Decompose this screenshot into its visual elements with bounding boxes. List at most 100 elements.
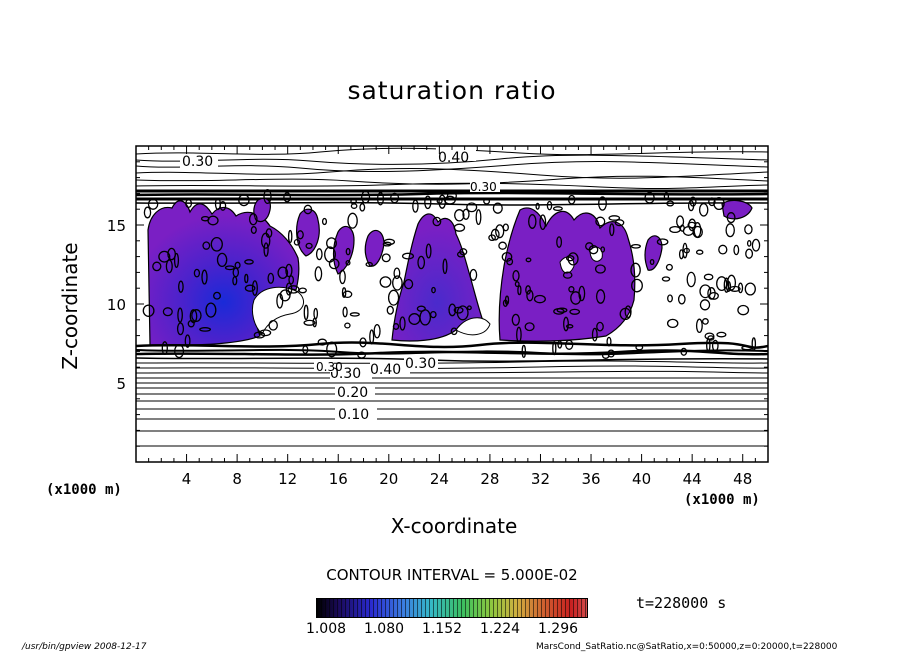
noise-contour: [442, 258, 448, 275]
noise-contour: [556, 236, 563, 248]
noise-contour: [708, 197, 716, 207]
contour-label: 0.10: [338, 407, 369, 423]
contour-label: 0.20: [337, 385, 368, 401]
noise-contour: [373, 323, 381, 339]
noise-contour: [250, 226, 257, 234]
noise-contour: [614, 219, 625, 227]
noise-contour: [644, 192, 655, 204]
noise-contour: [339, 269, 346, 285]
noise-contour: [570, 291, 582, 305]
noise-contour: [504, 295, 510, 305]
noise-contour: [562, 271, 573, 279]
noise-contour: [669, 225, 681, 234]
noise-contour: [595, 216, 606, 227]
chart-title: saturation ratio: [347, 76, 557, 105]
noise-contour: [177, 307, 183, 323]
noise-contour: [466, 202, 478, 213]
noise-contour: [361, 190, 371, 204]
noise-contour: [342, 306, 348, 318]
noise-contour: [303, 319, 316, 326]
noise-contour: [313, 307, 319, 320]
noise-contour: [386, 305, 394, 315]
noise-contour: [701, 318, 709, 325]
noise-contour: [412, 199, 419, 213]
noise-contour: [552, 206, 563, 212]
noise-contour: [279, 289, 291, 302]
noise-contour: [387, 289, 400, 306]
noise-contour: [483, 198, 491, 205]
noise-contour: [596, 321, 604, 332]
y-tick-labels: 5 10 15: [107, 217, 126, 393]
noise-contour: [344, 322, 351, 329]
noise-contour: [392, 323, 400, 330]
noise-contour: [630, 243, 641, 249]
x-tick-label: 16: [329, 470, 348, 488]
noise-contour: [525, 257, 532, 263]
noise-contour: [173, 252, 180, 268]
axis-ticks: [135, 145, 769, 463]
cloud-region-3: [498, 207, 636, 342]
noise-contour: [305, 242, 313, 250]
noise-contour: [298, 287, 307, 294]
noise-contour: [535, 202, 540, 210]
noise-contour: [708, 291, 719, 300]
noise-contour: [695, 249, 704, 255]
noise-contour: [661, 276, 671, 282]
noise-contour: [244, 259, 254, 265]
noise-contour: [315, 248, 323, 261]
noise-contour: [238, 193, 250, 207]
cloud-base-band: [136, 341, 768, 363]
noise-contour: [417, 255, 426, 270]
y-tick-label: 5: [116, 375, 126, 393]
noise-contour: [594, 264, 606, 274]
noise-contour: [260, 232, 271, 249]
noise-contour: [677, 294, 686, 305]
x-tick-label: 8: [232, 470, 242, 488]
noise-contour: [416, 305, 426, 312]
noise-contour: [263, 188, 272, 205]
noise-contour: [341, 287, 347, 299]
noise-contour: [682, 242, 688, 259]
lower-contours: [136, 360, 768, 447]
noise-contour: [663, 192, 670, 201]
x-tick-label: 32: [531, 470, 550, 488]
noise-contour: [207, 215, 219, 226]
supersaturation-fill: [147, 197, 753, 346]
noise-contour: [609, 223, 615, 237]
noise-contour: [666, 318, 679, 329]
noise-contour: [498, 241, 507, 250]
noise-contour: [512, 270, 520, 282]
noise-contour: [718, 244, 728, 255]
noise-contour: [745, 248, 754, 259]
noise-contour: [495, 224, 505, 239]
noise-contour: [152, 261, 162, 272]
noise-contour: [706, 338, 711, 352]
noise-contour: [185, 198, 193, 209]
noise-contour: [595, 289, 606, 304]
noise-contour: [567, 194, 576, 205]
noise-contour: [303, 204, 313, 215]
noise-contour: [202, 241, 211, 250]
noise-contour: [665, 263, 673, 271]
noise-contour: [390, 192, 400, 204]
noise-contour: [425, 243, 432, 259]
noise-contour: [667, 294, 673, 303]
noise-contour: [345, 247, 351, 256]
noise-contour: [501, 251, 513, 262]
noise-contour: [205, 302, 217, 318]
noise-contour: [283, 192, 291, 203]
noise-contour: [244, 273, 249, 284]
contour-label: 0.30: [330, 366, 361, 382]
noise-contour: [528, 214, 537, 229]
noise-contour: [553, 308, 565, 315]
noise-contour: [514, 281, 520, 288]
upper-contours: [136, 147, 768, 190]
noise-contour: [737, 304, 750, 316]
contour-label: 0.30: [182, 154, 213, 170]
noise-contour: [424, 195, 432, 210]
noise-contour: [147, 198, 159, 210]
contour-label: 0.30: [405, 356, 436, 372]
noise-contour: [454, 209, 465, 222]
noise-contour: [326, 237, 337, 250]
y-tick-label: 15: [107, 217, 126, 235]
